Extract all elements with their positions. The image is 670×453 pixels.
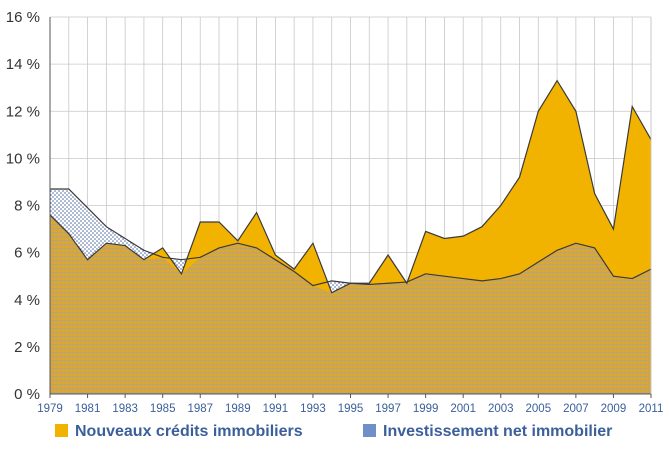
x-tick-label: 1987 xyxy=(187,403,213,415)
legend-swatch-nouveaux-credits-immobiliers xyxy=(55,424,68,437)
y-tick-label: 6 % xyxy=(14,245,40,262)
x-tick-label: 1989 xyxy=(225,403,251,415)
y-tick-label: 12 % xyxy=(6,103,40,120)
legend-swatch-investissement-net-immobilier xyxy=(363,424,376,437)
x-tick-label: 1997 xyxy=(375,403,401,415)
x-tick-label: 2005 xyxy=(526,403,552,415)
line-layer xyxy=(49,79,652,294)
legend: Nouveaux crédits immobiliers Investisseme… xyxy=(55,423,612,440)
x-tick-label: 1985 xyxy=(150,403,176,415)
series-line-investissement-net-immobilier xyxy=(50,188,652,287)
x-tick-label: 1991 xyxy=(263,403,289,415)
y-tick-label: 14 % xyxy=(6,56,40,73)
y-tick-label: 16 % xyxy=(6,9,40,26)
y-tick-label: 10 % xyxy=(6,150,40,167)
y-tick-label: 2 % xyxy=(14,339,40,356)
x-tick-label: 2011 xyxy=(639,403,664,415)
legend-label-nouveaux-credits-immobiliers: Nouveaux crédits immobiliers xyxy=(75,423,303,440)
x-tick-label: 1995 xyxy=(338,403,364,415)
y-tick-label: 0 % xyxy=(14,386,40,403)
x-tick-label: 2003 xyxy=(488,403,514,415)
legend-label-investissement-net-immobilier: Investissement net immobilier xyxy=(383,423,612,440)
x-tick-label: 1993 xyxy=(300,403,326,415)
area-layer xyxy=(50,80,651,395)
x-tick-label: 1983 xyxy=(112,403,138,415)
x-tick-label: 1979 xyxy=(37,403,63,415)
x-tick-label: 1981 xyxy=(75,403,101,415)
series-area-overlap xyxy=(50,214,651,394)
x-tick-label: 2009 xyxy=(601,403,627,415)
y-tick-label: 4 % xyxy=(14,292,40,309)
tick-labels: 0 % 2 % 4 % 6 % 8 % 10 % 12 % 14 % 16 % 1979 1981 1… xyxy=(6,9,664,415)
x-tick-label: 2001 xyxy=(450,403,476,415)
x-tick-label: 2007 xyxy=(563,403,589,415)
x-tick-label: 1999 xyxy=(413,403,439,415)
y-tick-label: 8 % xyxy=(14,198,40,215)
